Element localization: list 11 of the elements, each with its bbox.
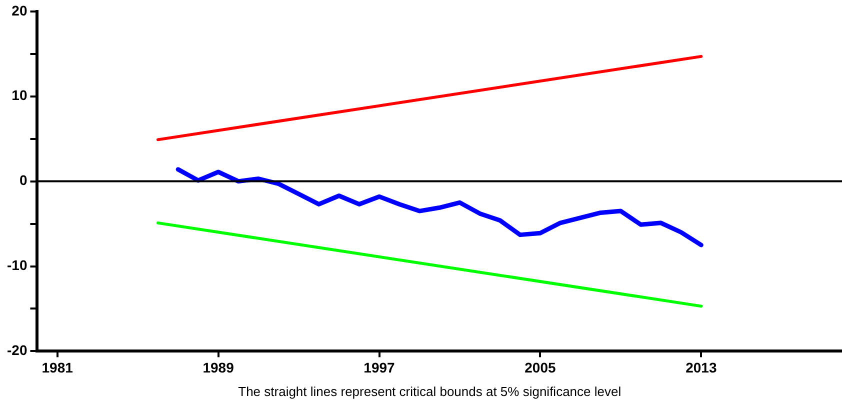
y-tick-label: 20: [12, 2, 28, 18]
x-tick-label: 1981: [42, 359, 74, 376]
y-tick-label: -20: [7, 342, 28, 358]
text: The straight lines represent critical bounds at 5% significance level: [238, 384, 622, 399]
y-tick-label: -10: [7, 257, 28, 274]
x-tick-label: 2013: [686, 359, 717, 376]
y-tick-label: 10: [12, 87, 28, 104]
x-tick-label: 2005: [524, 359, 556, 376]
y-tick-label: 0: [19, 172, 28, 188]
x-tick-label: 1989: [202, 359, 234, 376]
x-tick-label: 1997: [364, 359, 396, 376]
